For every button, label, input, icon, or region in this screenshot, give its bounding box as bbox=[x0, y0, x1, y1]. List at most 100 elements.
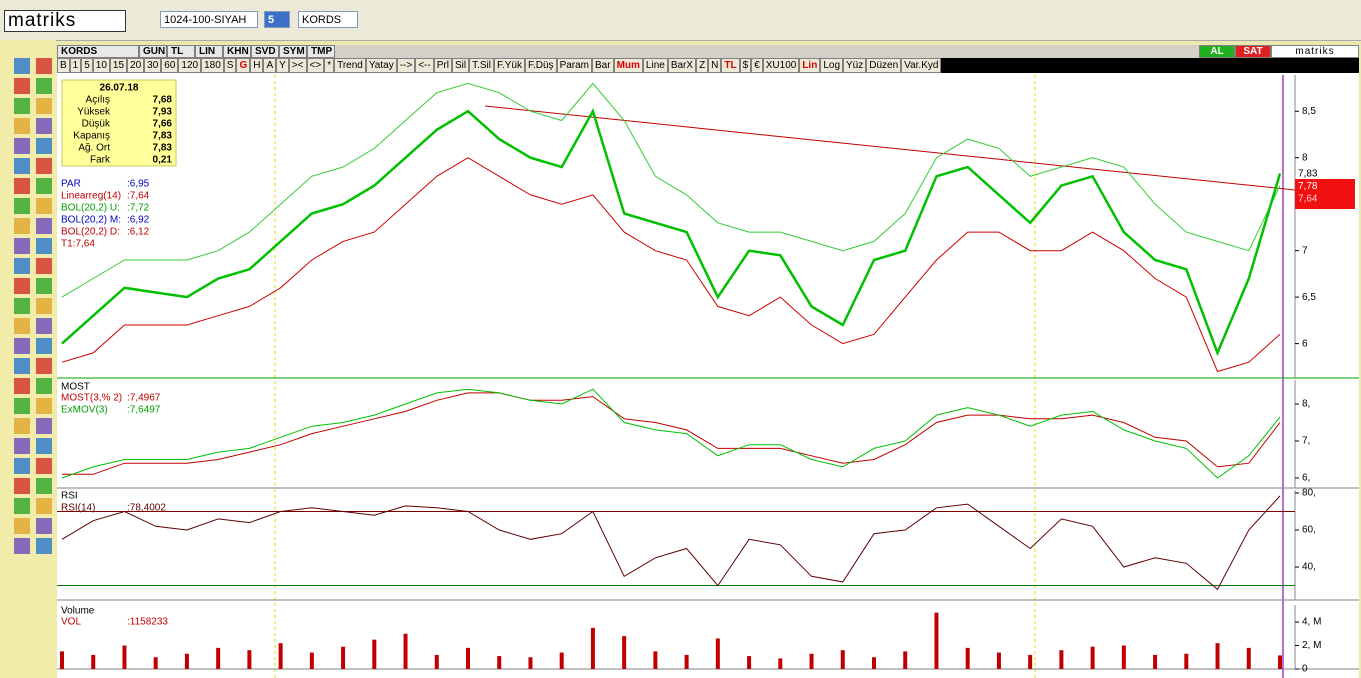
tool-icon[interactable] bbox=[36, 278, 52, 294]
tool-icon[interactable] bbox=[36, 418, 52, 434]
period-button[interactable]: Lin bbox=[799, 58, 821, 73]
tool-icon[interactable] bbox=[36, 358, 52, 374]
tool-icon[interactable] bbox=[14, 178, 30, 194]
period-button[interactable]: 5 bbox=[81, 58, 93, 73]
tool-icon[interactable] bbox=[14, 118, 30, 134]
tool-icon[interactable] bbox=[36, 78, 52, 94]
period-button[interactable]: Log bbox=[820, 58, 844, 73]
period-button[interactable]: Sil bbox=[451, 58, 470, 73]
tool-icon[interactable] bbox=[36, 338, 52, 354]
period-button[interactable]: 15 bbox=[109, 58, 128, 73]
period-button[interactable]: F.Yük bbox=[493, 58, 525, 73]
period-button[interactable]: Line bbox=[642, 58, 668, 73]
window-tab[interactable]: TL bbox=[167, 45, 195, 58]
period-button[interactable]: 180 bbox=[201, 58, 224, 73]
tool-icon[interactable] bbox=[36, 438, 52, 454]
tool-icon[interactable] bbox=[14, 218, 30, 234]
period-button[interactable]: $ bbox=[739, 58, 752, 73]
period-button[interactable]: Z bbox=[696, 58, 709, 73]
tool-icon[interactable] bbox=[36, 478, 52, 494]
period-button[interactable]: TL bbox=[721, 58, 740, 73]
tool-icon[interactable] bbox=[36, 318, 52, 334]
tool-icon[interactable] bbox=[36, 218, 52, 234]
tool-icon[interactable] bbox=[14, 238, 30, 254]
period-button[interactable]: Düzen bbox=[866, 58, 902, 73]
period-button[interactable]: Bar bbox=[592, 58, 614, 73]
sell-button[interactable]: SAT bbox=[1235, 45, 1271, 58]
period-button[interactable]: 5 bbox=[264, 11, 290, 28]
tool-icon[interactable] bbox=[14, 318, 30, 334]
tool-icon[interactable] bbox=[36, 258, 52, 274]
period-button[interactable]: 30 bbox=[144, 58, 162, 73]
tool-icon[interactable] bbox=[14, 378, 30, 394]
tool-icon[interactable] bbox=[36, 498, 52, 514]
tool-icon[interactable] bbox=[36, 98, 52, 114]
tool-icon[interactable] bbox=[14, 438, 30, 454]
period-button[interactable]: 1 bbox=[69, 58, 82, 73]
tool-icon[interactable] bbox=[36, 158, 52, 174]
period-button[interactable]: N bbox=[708, 58, 722, 73]
period-button[interactable]: Yüz bbox=[843, 58, 867, 73]
tool-icon[interactable] bbox=[36, 538, 52, 554]
window-tab[interactable]: GUN bbox=[139, 45, 167, 58]
window-tab[interactable]: KORDS bbox=[57, 45, 139, 58]
period-button[interactable]: 10 bbox=[92, 58, 110, 73]
period-button[interactable]: Var.Kyd bbox=[901, 58, 942, 73]
period-button[interactable]: BarX bbox=[667, 58, 697, 73]
tool-icon[interactable] bbox=[36, 58, 52, 74]
tool-icon[interactable] bbox=[14, 258, 30, 274]
tool-icon[interactable] bbox=[36, 378, 52, 394]
tool-icon[interactable] bbox=[14, 398, 30, 414]
period-button[interactable]: <-- bbox=[415, 58, 434, 73]
buy-button[interactable]: AL bbox=[1199, 45, 1235, 58]
tool-icon[interactable] bbox=[14, 338, 30, 354]
tool-icon[interactable] bbox=[14, 418, 30, 434]
period-button[interactable]: 60 bbox=[161, 58, 179, 73]
tool-icon[interactable] bbox=[36, 238, 52, 254]
tool-icon[interactable] bbox=[36, 138, 52, 154]
symbol-select[interactable]: KORDS bbox=[298, 11, 358, 28]
period-button[interactable]: A bbox=[263, 58, 277, 73]
tool-icon[interactable] bbox=[14, 298, 30, 314]
period-button[interactable]: S bbox=[223, 58, 237, 73]
tool-icon[interactable] bbox=[14, 78, 30, 94]
window-tab[interactable]: SVD bbox=[251, 45, 279, 58]
tool-icon[interactable] bbox=[14, 498, 30, 514]
period-button[interactable]: >< bbox=[288, 58, 307, 73]
period-button[interactable]: Prl bbox=[433, 58, 452, 73]
template-select[interactable]: 1024-100-SIYAH bbox=[160, 11, 258, 28]
tool-icon[interactable] bbox=[36, 118, 52, 134]
period-button[interactable]: Y bbox=[276, 58, 289, 73]
tool-icon[interactable] bbox=[14, 358, 30, 374]
window-tab[interactable]: SYM bbox=[279, 45, 307, 58]
tool-icon[interactable] bbox=[36, 398, 52, 414]
window-tab[interactable]: TMP bbox=[307, 45, 335, 58]
window-tab[interactable]: KHN bbox=[223, 45, 251, 58]
tool-icon[interactable] bbox=[14, 198, 30, 214]
period-button[interactable]: 120 bbox=[178, 58, 202, 73]
period-button[interactable]: B bbox=[57, 58, 70, 73]
tool-icon[interactable] bbox=[14, 458, 30, 474]
period-button[interactable]: Yatay bbox=[365, 58, 397, 73]
tool-icon[interactable] bbox=[14, 538, 30, 554]
tool-icon[interactable] bbox=[14, 58, 30, 74]
period-button[interactable]: Param bbox=[556, 58, 593, 73]
period-button[interactable]: G bbox=[236, 58, 251, 73]
tool-icon[interactable] bbox=[36, 298, 52, 314]
period-button[interactable]: <> bbox=[306, 58, 325, 73]
period-button[interactable]: T.Sil bbox=[469, 58, 494, 73]
tool-icon[interactable] bbox=[36, 178, 52, 194]
tool-icon[interactable] bbox=[14, 518, 30, 534]
period-button[interactable]: Trend bbox=[334, 58, 366, 73]
period-button[interactable]: 20 bbox=[127, 58, 145, 73]
period-button[interactable]: Mum bbox=[613, 58, 643, 73]
tool-icon[interactable] bbox=[14, 158, 30, 174]
window-tab[interactable]: LIN bbox=[195, 45, 223, 58]
tool-icon[interactable] bbox=[14, 478, 30, 494]
brand[interactable]: matriks bbox=[1271, 45, 1359, 58]
tool-icon[interactable] bbox=[14, 98, 30, 114]
period-button[interactable]: F.Düş bbox=[525, 58, 557, 73]
tool-icon[interactable] bbox=[36, 198, 52, 214]
period-button[interactable]: --> bbox=[396, 58, 416, 73]
period-button[interactable]: * bbox=[324, 58, 335, 73]
